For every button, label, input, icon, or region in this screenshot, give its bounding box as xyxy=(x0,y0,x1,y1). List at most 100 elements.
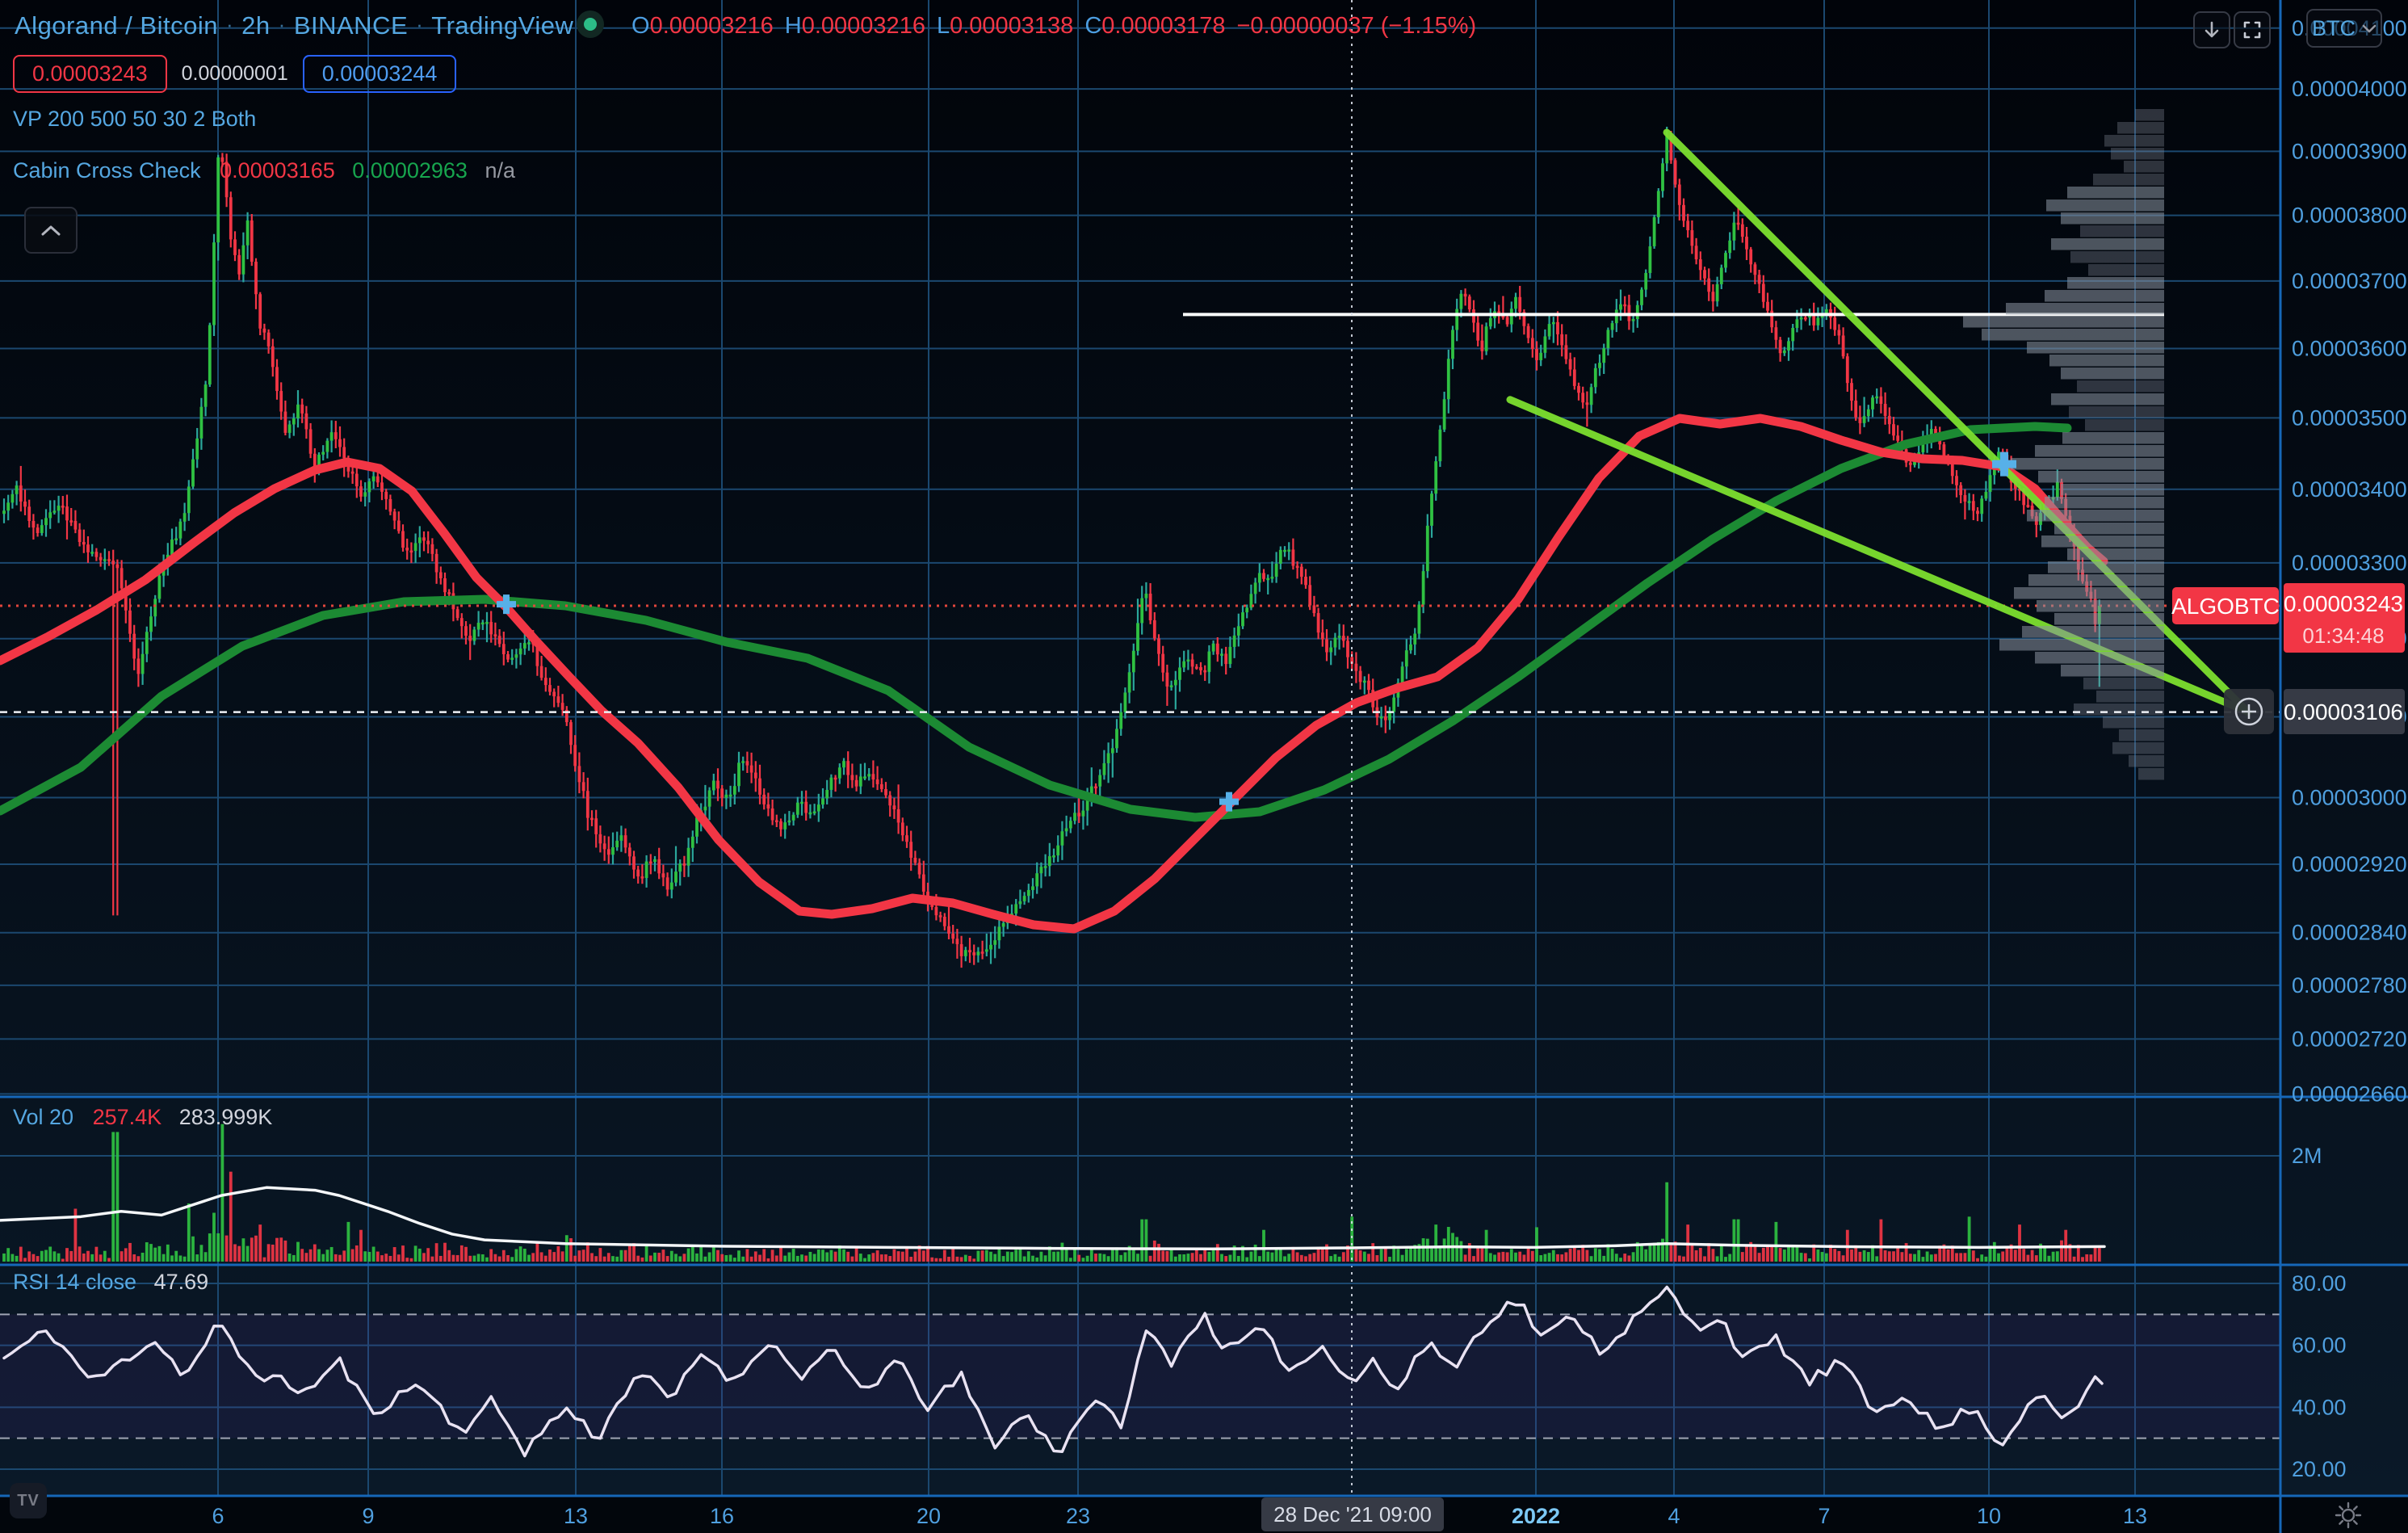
svg-text:0.00003900: 0.00003900 xyxy=(2292,139,2407,163)
crosshair-layer xyxy=(0,0,2280,1496)
svg-text:0.00002920: 0.00002920 xyxy=(2292,852,2407,876)
collapse-indicators-button[interactable] xyxy=(24,207,78,254)
low-label: L xyxy=(936,13,950,39)
countdown-label: 01:34:48 xyxy=(2302,624,2384,648)
chart-background xyxy=(0,0,2408,1496)
moving-averages-layer xyxy=(0,414,2108,934)
cross-markers-layer xyxy=(497,452,2016,812)
svg-text:0.00002780: 0.00002780 xyxy=(2292,973,2407,998)
scroll-to-recent-button[interactable] xyxy=(2193,11,2230,48)
svg-text:2M: 2M xyxy=(2292,1144,2322,1168)
svg-text:16: 16 xyxy=(710,1504,734,1528)
horizontal-lines-layer xyxy=(0,313,2280,607)
symbol-price-tag: ALGOBTC xyxy=(2171,594,2280,619)
svg-text:0.00002660: 0.00002660 xyxy=(2292,1082,2407,1106)
tradingview-logo[interactable]: TV xyxy=(10,1483,47,1518)
platform-label[interactable]: TradingView xyxy=(431,11,574,40)
sell-button[interactable]: 0.00003243 xyxy=(13,54,167,93)
svg-text:0.00003700: 0.00003700 xyxy=(2292,269,2407,293)
theme-settings-button[interactable] xyxy=(2330,1499,2366,1531)
grid-layer xyxy=(0,0,2280,1496)
fullscreen-button[interactable] xyxy=(2234,11,2271,48)
volume-value-red: 257.4K xyxy=(92,1105,162,1129)
low-value: 0.00003138 xyxy=(950,13,1074,39)
svg-text:40.00: 40.00 xyxy=(2292,1395,2347,1419)
svg-text:7: 7 xyxy=(1818,1504,1830,1528)
symbol-title[interactable]: Algorand / Bitcoin xyxy=(15,11,218,40)
volume-profile-layer xyxy=(1963,109,2164,780)
svg-text:0.00003600: 0.00003600 xyxy=(2292,336,2407,360)
arrow-down-icon xyxy=(2205,21,2219,38)
svg-text:60.00: 60.00 xyxy=(2292,1334,2347,1358)
cabin-red-value: 0.00003165 xyxy=(220,158,335,183)
fullscreen-icon xyxy=(2243,21,2261,39)
exchange-label[interactable]: BINANCE xyxy=(293,11,409,40)
separator-dot: · xyxy=(278,12,286,36)
rsi-value: 47.69 xyxy=(153,1270,209,1294)
indicator-row-vp[interactable]: VP 200 500 50 30 2 Both xyxy=(13,107,256,132)
close-label: C xyxy=(1084,13,1102,39)
cabin-indicator-label[interactable]: Cabin Cross Check xyxy=(13,158,201,183)
cabin-green-value: 0.00002963 xyxy=(352,158,468,183)
high-value: 0.00003216 xyxy=(801,13,925,39)
price-tags-layer: ALGOBTC 0.00003243 01:34:48 0.00003106 2… xyxy=(1261,583,2405,1531)
svg-text:0.00003800: 0.00003800 xyxy=(2292,204,2407,228)
volume-indicator-label[interactable]: Vol 20 xyxy=(13,1105,74,1129)
svg-text:13: 13 xyxy=(564,1504,588,1528)
currency-unit-dropdown[interactable]: BTC xyxy=(2306,9,2382,48)
last-price-label: 0.00003243 xyxy=(2284,591,2403,616)
close-value: 0.00003178 xyxy=(1101,13,1226,39)
symbol-title-row[interactable]: Algorand / Bitcoin · 2h · BINANCE · TradingVie… xyxy=(15,11,573,40)
sun-icon xyxy=(2335,1502,2362,1529)
crosshair-time-label-bg xyxy=(1261,1497,1444,1531)
chevron-down-icon xyxy=(2362,24,2377,33)
vp-indicator-label[interactable]: VP 200 500 50 30 2 Both xyxy=(13,107,257,131)
svg-text:23: 23 xyxy=(1066,1504,1090,1528)
svg-text:0.00004000: 0.00004000 xyxy=(2292,77,2407,101)
crosshair-price-label: 0.00003106 xyxy=(2284,699,2403,724)
last-price-label-bg xyxy=(2284,583,2405,653)
interval-label[interactable]: 2h xyxy=(241,11,271,40)
svg-text:0.00003500: 0.00003500 xyxy=(2292,405,2407,430)
volume-pane-layer xyxy=(0,1124,2106,1262)
svg-text:0.00002840: 0.00002840 xyxy=(2292,921,2407,945)
currency-unit-label: BTC xyxy=(2312,15,2356,40)
svg-text:2022: 2022 xyxy=(1512,1504,1560,1528)
indicator-row-volume[interactable]: Vol 20 257.4K 283.999K xyxy=(13,1105,272,1130)
symbol-price-tag-bg xyxy=(2172,587,2279,624)
volume-value-white: 283.999K xyxy=(178,1105,273,1129)
svg-text:0.00003400: 0.00003400 xyxy=(2292,477,2407,502)
svg-text:6: 6 xyxy=(212,1504,224,1528)
rsi-pane-layer xyxy=(0,1285,2280,1458)
connection-status-icon[interactable] xyxy=(577,10,604,38)
svg-text:80.00: 80.00 xyxy=(2292,1271,2347,1296)
open-label: O xyxy=(631,13,650,39)
svg-text:0.00002720: 0.00002720 xyxy=(2292,1027,2407,1051)
svg-text:0.00003000: 0.00003000 xyxy=(2292,786,2407,810)
svg-text:0.00003300: 0.00003300 xyxy=(2292,551,2407,575)
ohlc-readout: O0.00003216 H0.00003216 L0.00003138 C0.0000… xyxy=(631,13,1487,40)
separator-dot: · xyxy=(416,12,424,36)
svg-text:9: 9 xyxy=(362,1504,374,1528)
spread-value: 0.00000001 xyxy=(181,61,288,85)
indicator-row-cabin[interactable]: Cabin Cross Check 0.00003165 0.00002963 … xyxy=(13,158,515,183)
svg-text:20.00: 20.00 xyxy=(2292,1457,2347,1481)
bid-ask-row: 0.00003243 0.00000001 0.00003244 xyxy=(13,54,457,93)
high-label: H xyxy=(784,13,802,39)
svg-text:10: 10 xyxy=(1977,1504,2001,1528)
svg-text:20: 20 xyxy=(917,1504,941,1528)
buy-button[interactable]: 0.00003244 xyxy=(302,54,457,93)
circle-plus-icon[interactable] xyxy=(2234,697,2263,726)
chevron-up-icon xyxy=(41,225,61,236)
cabin-na-value: n/a xyxy=(485,158,515,183)
crosshair-time-label: 28 Dec '21 09:00 xyxy=(1273,1502,1432,1527)
change-value: −0.00000037 (−1.15%) xyxy=(1236,13,1477,39)
separator-dot: · xyxy=(225,12,234,36)
indicator-row-rsi[interactable]: RSI 14 close 47.69 xyxy=(13,1270,208,1295)
crosshair-price-label-bg xyxy=(2284,689,2405,734)
open-value: 0.00003216 xyxy=(649,13,774,39)
rsi-indicator-label[interactable]: RSI 14 close xyxy=(13,1270,137,1294)
